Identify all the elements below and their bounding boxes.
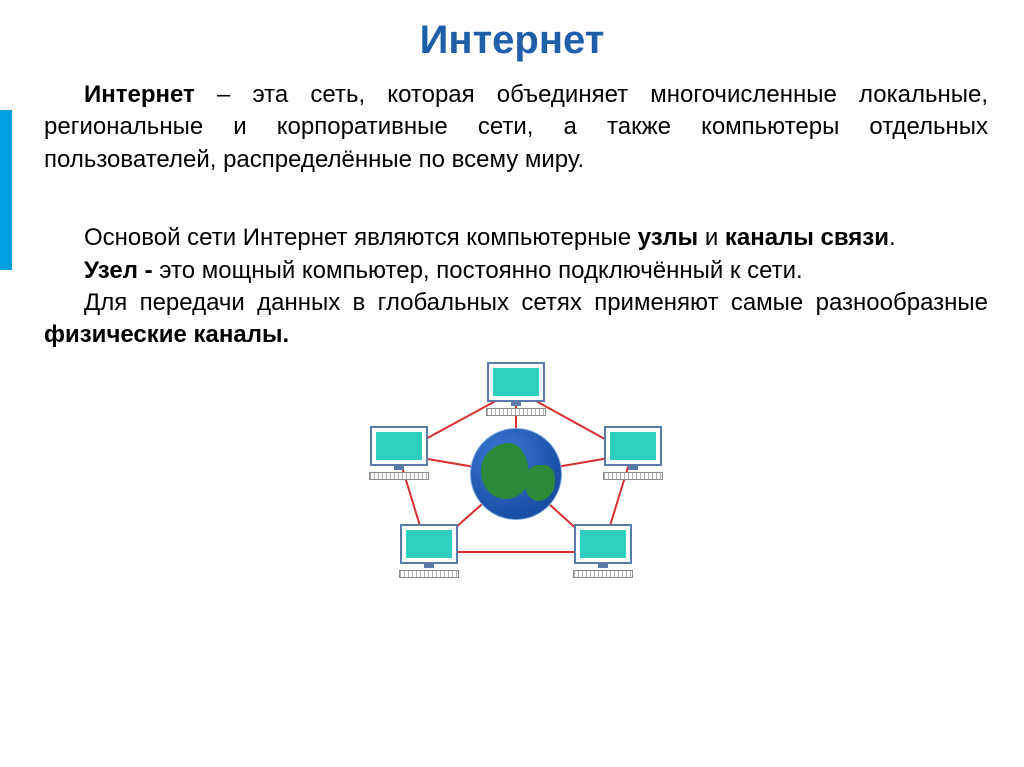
paragraph-physical-channels: Для передачи данных в глобальных сетях п… bbox=[44, 287, 988, 352]
basis-text-mid: и bbox=[698, 224, 725, 251]
computer-node bbox=[570, 524, 636, 582]
basis-text-pre: Основой сети Интернет являются компьютер… bbox=[84, 224, 638, 251]
paragraph-node: Узел - это мощный компьютер, постоянно п… bbox=[44, 255, 988, 287]
side-accent-bar bbox=[0, 110, 12, 270]
page-title: Интернет bbox=[0, 0, 1024, 79]
basis-text-post: . bbox=[889, 224, 896, 251]
computer-node bbox=[483, 362, 549, 420]
computer-node bbox=[396, 524, 462, 582]
computer-node bbox=[600, 426, 666, 484]
network-diagram bbox=[366, 364, 666, 584]
term-nodes: узлы bbox=[638, 224, 698, 251]
term-physical-channels: физические каналы. bbox=[44, 321, 289, 348]
paragraph-basis: Основой сети Интернет являются компьютер… bbox=[44, 222, 988, 254]
globe-icon bbox=[470, 428, 562, 520]
paragraph-definition: Интернет – эта сеть, которая объединяет … bbox=[44, 79, 988, 176]
term-channels: каналы связи bbox=[725, 224, 889, 251]
slide-content: Интернет – эта сеть, которая объединяет … bbox=[0, 79, 1024, 584]
computer-node bbox=[366, 426, 432, 484]
term-internet: Интернет bbox=[84, 81, 195, 108]
term-node-dash: Узел - bbox=[84, 257, 153, 284]
physchan-pre: Для передачи данных в глобальных сетях п… bbox=[84, 289, 988, 316]
node-definition: это мощный компьютер, постоянно подключё… bbox=[153, 257, 803, 284]
